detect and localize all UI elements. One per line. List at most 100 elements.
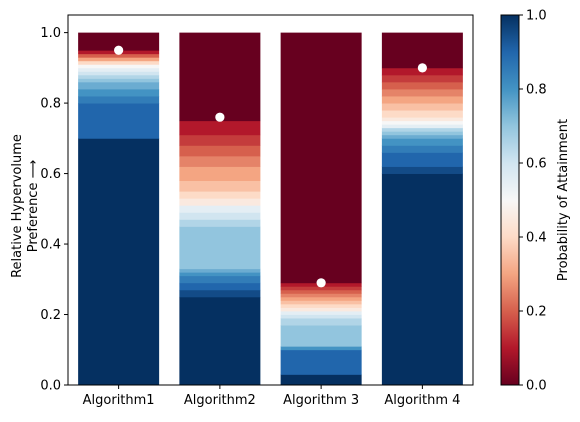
y-axis: 0.0 0.2 0.4 0.6 0.8 1.0 <box>40 26 68 394</box>
bar-segment <box>280 300 362 305</box>
bar-segment <box>381 96 463 104</box>
bar-segment <box>381 32 463 69</box>
bar-segment <box>381 138 463 146</box>
marker-point <box>114 45 124 55</box>
colorbar-tick-label: 1.0 <box>526 9 547 24</box>
marker-point <box>417 63 427 73</box>
bar-segment <box>381 131 463 136</box>
y-tick-label: 0.4 <box>40 238 61 253</box>
bar-segment <box>280 374 362 386</box>
colorbar-tick-label: 0.6 <box>526 157 547 172</box>
bar-segment <box>280 314 362 319</box>
bar-segment <box>381 120 463 125</box>
bar-segment <box>381 117 463 122</box>
x-tick-label: Algorithm2 <box>184 393 256 408</box>
bar-segment <box>78 67 160 72</box>
bar-segment <box>280 289 362 294</box>
bars-layer <box>78 32 463 386</box>
y-tick-label: 0.2 <box>40 308 61 323</box>
bar-segment <box>78 64 160 69</box>
y-tick-label: 0.6 <box>40 167 61 182</box>
bar-segment <box>179 32 261 122</box>
bar-segment <box>179 296 261 386</box>
x-tick-label: Algorithm 4 <box>384 393 460 408</box>
bar-segment <box>381 173 463 386</box>
bar-segment <box>179 134 261 146</box>
x-tick-label: Algorithm 3 <box>283 393 359 408</box>
bar-segment <box>280 307 362 312</box>
colorbar-tick-label: 0.2 <box>526 305 547 320</box>
bar-segment <box>78 53 160 58</box>
bar-segment <box>280 311 362 315</box>
bar-segment <box>280 32 362 284</box>
markers-layer <box>114 45 427 288</box>
bar-4 <box>381 32 463 386</box>
colorbar-tick-label: 0.0 <box>526 379 547 394</box>
bar-segment <box>280 293 362 298</box>
bar-segment <box>179 166 261 182</box>
bar-segment <box>179 198 261 206</box>
bar-segment <box>280 349 362 375</box>
bar-segment <box>179 282 261 291</box>
bar-segment <box>280 303 362 308</box>
marker-point <box>316 278 326 288</box>
bar-segment <box>78 71 160 76</box>
marker-point <box>215 112 225 122</box>
bar-segment <box>179 145 261 157</box>
bar-segment <box>78 60 160 65</box>
x-tick-label: Algorithm1 <box>83 393 155 408</box>
bar-segment <box>280 286 362 291</box>
bar-segment <box>78 81 160 90</box>
bar-2 <box>179 32 261 386</box>
bar-segment <box>381 152 463 167</box>
bar-segment <box>179 289 261 298</box>
bar-segment <box>280 296 362 301</box>
bar-3 <box>280 32 362 386</box>
bar-segment <box>381 103 463 111</box>
bar-segment <box>78 74 160 79</box>
bar-segment <box>381 89 463 97</box>
bar-segment <box>78 78 160 83</box>
y-tick-label: 1.0 <box>40 26 61 41</box>
bar-segment <box>179 212 261 220</box>
bar-segment <box>78 32 160 51</box>
y-axis-label-line2: Preference ⟶ <box>26 160 41 252</box>
bar-segment <box>280 346 362 351</box>
bar-segment <box>179 180 261 192</box>
plot-frame <box>67 14 474 386</box>
bar-segment <box>179 191 261 199</box>
colorbar <box>500 14 520 386</box>
bar-segment <box>381 81 463 90</box>
y-tick-label: 0.0 <box>40 379 61 394</box>
bar-segment <box>381 74 463 83</box>
bar-segment <box>179 219 261 227</box>
bar-segment <box>78 96 160 104</box>
bar-segment <box>78 103 160 139</box>
y-axis-label-line1: Relative Hypervolume <box>10 134 25 278</box>
bar-segment <box>381 127 463 132</box>
bar-segment <box>179 120 261 136</box>
bar-segment <box>381 124 463 129</box>
bar-segment <box>179 272 261 277</box>
y-tick-label: 0.8 <box>40 97 61 112</box>
colorbar-label: Probability of Attainment <box>556 119 571 281</box>
colorbar-tick-label: 0.8 <box>526 83 547 98</box>
bar-segment <box>78 89 160 97</box>
bar-segment <box>381 110 463 118</box>
bar-segment <box>179 205 261 213</box>
bar-segment <box>78 138 160 386</box>
bar-segment <box>179 268 261 273</box>
bar-segment <box>280 325 362 347</box>
bar-segment <box>381 145 463 153</box>
x-axis: Algorithm1 Algorithm2 Algorithm 3 Algorithm… <box>83 385 460 408</box>
bar-segment <box>381 134 463 139</box>
bar-segment <box>381 166 463 174</box>
bar-segment <box>179 226 261 270</box>
bar-segment <box>179 275 261 284</box>
bar-segment <box>78 57 160 62</box>
bar-segment <box>280 318 362 326</box>
colorbar-tick-label: 0.4 <box>526 231 547 246</box>
bar-1 <box>78 32 160 386</box>
